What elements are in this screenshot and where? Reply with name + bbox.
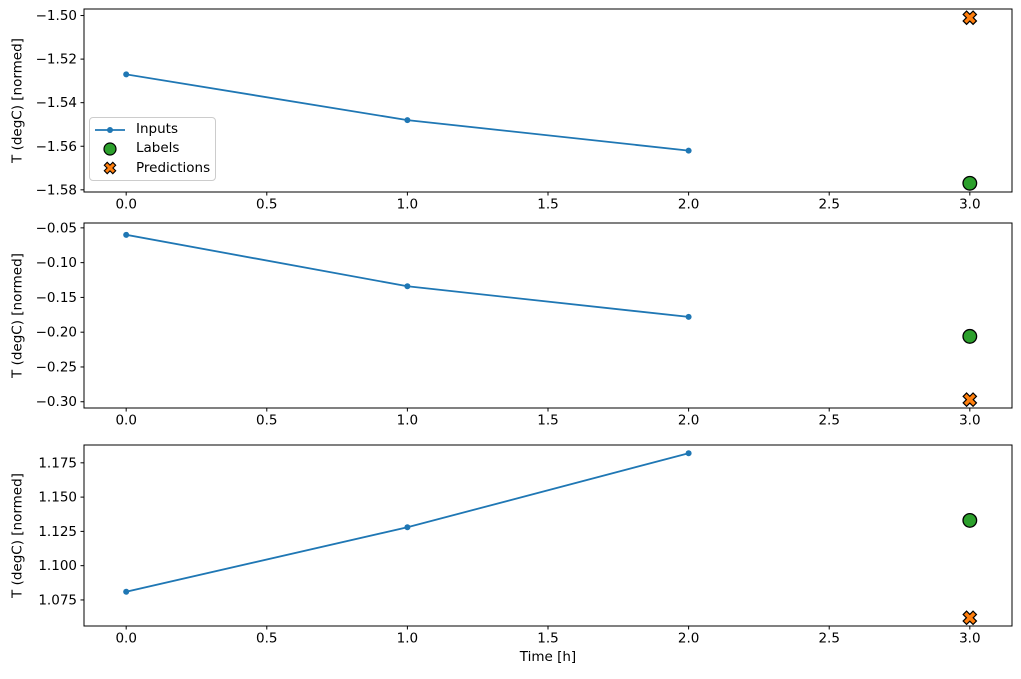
x-tick-label: 3.0 [959, 631, 980, 647]
predictions-point [962, 10, 978, 26]
x-tick-label: 1.5 [537, 197, 558, 213]
subplot-2-axes [83, 222, 1013, 409]
y-tick-label: −0.25 [36, 359, 77, 375]
y-tick-label: −0.15 [36, 290, 77, 306]
legend-label-predictions: Predictions [136, 159, 211, 176]
x-axis-label: Time [h] [519, 649, 577, 665]
y-tick-label: −1.50 [36, 8, 77, 24]
y-axis-label-top: T (degC) [normed] [9, 38, 26, 163]
y-tick-label: 1.075 [38, 592, 77, 608]
x-tick-label: 3.0 [959, 197, 980, 213]
inputs-point [685, 147, 692, 154]
inputs-point [123, 588, 130, 595]
y-tick-label: 1.100 [38, 558, 77, 574]
inputs-point [404, 117, 411, 124]
predictions-point [962, 392, 978, 408]
legend: Inputs Labels Predictions [89, 117, 216, 181]
inputs-point [404, 524, 411, 531]
x-tick-label: 2.0 [678, 197, 699, 213]
legend-item-predictions: Predictions [90, 159, 215, 178]
y-tick-label: 1.125 [38, 524, 77, 540]
predictions-point [962, 610, 978, 626]
x-tick-label: 1.5 [537, 631, 558, 647]
x-tick-label: 0.5 [256, 197, 277, 213]
x-tick-label: 1.0 [397, 413, 418, 429]
x-tick-label: 2.5 [818, 631, 839, 647]
x-tick-label: 3.0 [959, 413, 980, 429]
inputs-point [123, 231, 130, 238]
y-tick-label: −0.05 [36, 220, 77, 236]
y-tick-label: −0.20 [36, 325, 77, 341]
legend-label-labels: Labels [136, 140, 180, 157]
inputs-line-dot-icon [95, 126, 125, 133]
x-tick-label: 0.0 [115, 197, 136, 213]
x-tick-label: 2.5 [818, 197, 839, 213]
y-tick-label: −0.10 [36, 255, 77, 271]
subplot-3-axes [83, 444, 1013, 627]
x-tick-label: 0.5 [256, 631, 277, 647]
y-axis-label-middle: T (degC) [normed] [9, 253, 26, 378]
labels-point [962, 328, 978, 344]
inputs-point [685, 450, 692, 457]
inputs-line [125, 452, 689, 593]
labels-point [962, 512, 978, 528]
legend-label-inputs: Inputs [136, 120, 178, 137]
x-tick-label: 0.0 [115, 631, 136, 647]
inputs-point [404, 283, 411, 290]
legend-item-labels: Labels [90, 139, 215, 158]
legend-item-inputs: Inputs [90, 120, 215, 139]
labels-point [962, 175, 978, 191]
inputs-line [126, 233, 689, 318]
x-tick-label: 0.0 [115, 413, 136, 429]
predictions-x-icon [103, 161, 117, 175]
y-tick-label: −1.52 [36, 52, 77, 68]
inputs-point [123, 71, 130, 78]
y-tick-label: −1.56 [36, 139, 77, 155]
y-axis-label-bottom: T (degC) [normed] [9, 473, 26, 598]
x-tick-label: 1.5 [537, 413, 558, 429]
x-tick-label: 1.0 [397, 631, 418, 647]
y-tick-label: −0.30 [36, 394, 77, 410]
labels-circle-icon [103, 142, 117, 156]
subplot-1-axes [83, 8, 1013, 193]
x-tick-label: 2.0 [678, 631, 699, 647]
inputs-point [685, 313, 692, 320]
y-tick-label: −1.54 [36, 95, 77, 111]
x-tick-label: 2.5 [818, 413, 839, 429]
x-tick-label: 0.5 [256, 413, 277, 429]
y-tick-label: 1.175 [38, 455, 77, 471]
y-tick-label: 1.150 [38, 490, 77, 506]
x-tick-label: 1.0 [397, 197, 418, 213]
x-tick-label: 2.0 [678, 413, 699, 429]
y-tick-label: −1.58 [36, 182, 77, 198]
